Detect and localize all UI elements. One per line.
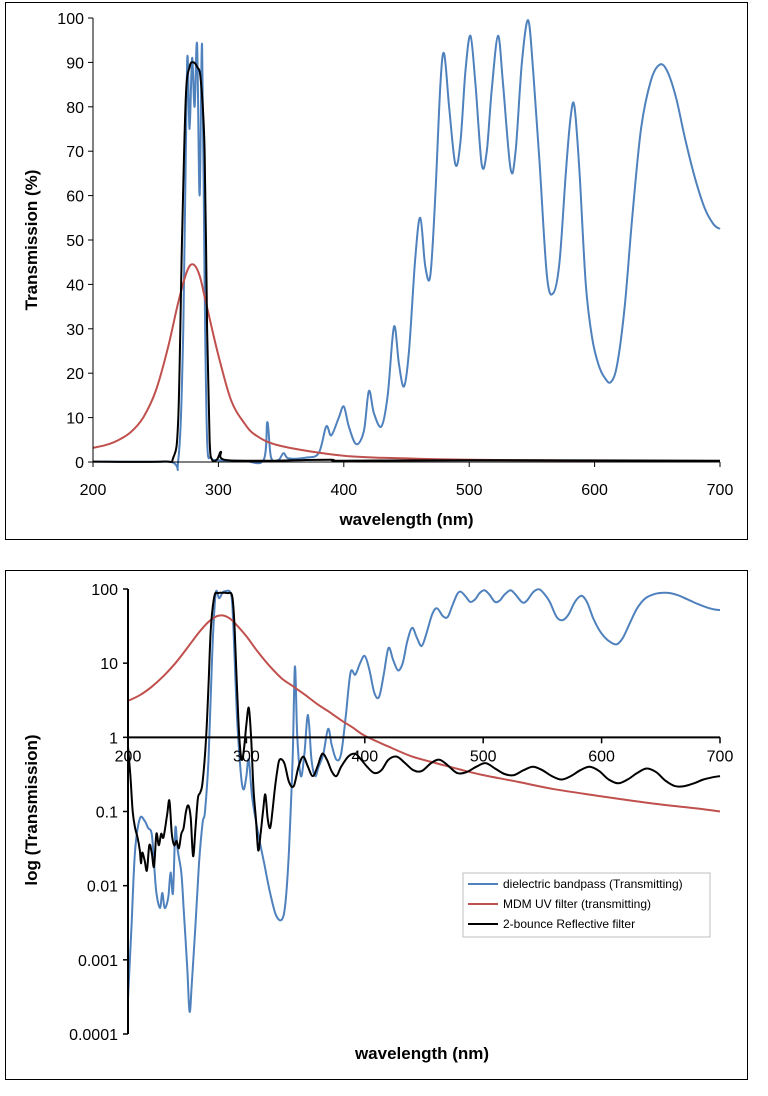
legend-label-2: 2-bounce Reflective filter (503, 917, 635, 931)
linear-x-tick-label: 500 (456, 482, 483, 499)
log-y-tick-label: 0.0001 (69, 1027, 118, 1044)
linear-y-tick-label: 10 (66, 411, 84, 428)
log-y-tick-label: 10 (100, 656, 118, 673)
log-x-tick-label: 400 (351, 748, 378, 765)
log-x-tick-label: 300 (233, 748, 260, 765)
linear-y-tick-label: 50 (66, 233, 84, 250)
linear-y-axis-title: Transmission (%) (22, 170, 41, 311)
log-x-tick-label: 500 (470, 748, 497, 765)
linear-y-tick-label: 30 (66, 322, 84, 339)
linear-y-tick-label: 100 (57, 11, 84, 28)
log-y-tick-label: 100 (91, 582, 118, 599)
log-series-1 (127, 614, 721, 813)
legend-label-0: dielectric bandpass (Transmitting) (503, 877, 683, 891)
log-y-tick-label: 0.1 (96, 805, 118, 822)
linear-y-tick-label: 20 (66, 366, 84, 383)
linear-y-tick-label: 0 (75, 455, 84, 472)
linear-series-0 (92, 19, 721, 472)
linear-series-2 (92, 61, 721, 464)
linear-x-tick-label: 300 (205, 482, 232, 499)
log-y-tick-label: 1 (109, 730, 118, 747)
linear-x-tick-label: 200 (80, 482, 107, 499)
legend-label-1: MDM UV filter (transmitting) (503, 897, 651, 911)
legend-box (462, 872, 711, 938)
log-series-2 (127, 591, 721, 872)
linear-x-tick-label: 400 (330, 482, 357, 499)
log-x-tick-label: 600 (588, 748, 615, 765)
log-y-tick-label: 0.01 (87, 879, 118, 896)
log-x-axis-title: wavelength (nm) (354, 1044, 489, 1063)
linear-transmission-chart (5, 2, 748, 540)
linear-y-tick-label: 80 (66, 100, 84, 117)
linear-y-tick-label: 70 (66, 144, 84, 161)
linear-x-axis-title: wavelength (nm) (338, 510, 473, 529)
log-y-tick-label: 0.001 (78, 953, 118, 970)
linear-y-tick-label: 90 (66, 55, 84, 72)
log-x-tick-label: 700 (707, 748, 734, 765)
log-y-axis-title: log (Transmission) (22, 734, 41, 885)
linear-y-tick-label: 40 (66, 277, 84, 294)
log-x-tick-label: 200 (115, 748, 142, 765)
linear-y-tick-label: 60 (66, 189, 84, 206)
linear-x-tick-label: 700 (707, 482, 734, 499)
log-series-0 (127, 588, 721, 1013)
linear-x-tick-label: 600 (581, 482, 608, 499)
